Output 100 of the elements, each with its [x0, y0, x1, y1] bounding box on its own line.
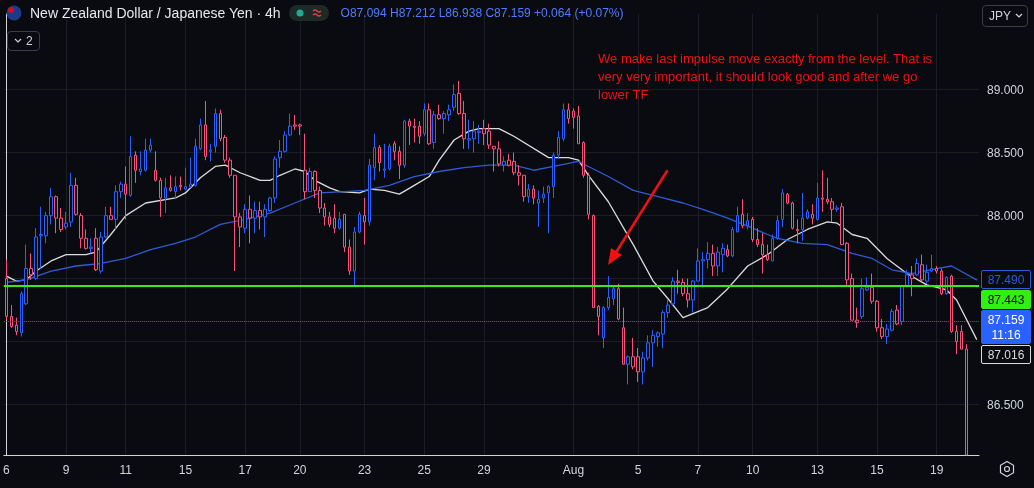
y-tick-label: 86.500	[987, 397, 1025, 412]
y-tick-label: 89.000	[987, 82, 1025, 97]
candlestick	[15, 317, 18, 336]
candlestick	[378, 144, 381, 172]
candlestick	[149, 138, 152, 154]
candlestick	[592, 213, 595, 309]
candlestick	[368, 158, 371, 227]
x-tick-label: 20	[293, 463, 307, 477]
candlestick	[209, 143, 212, 162]
candlestick	[129, 135, 132, 198]
candlestick	[761, 232, 764, 275]
x-tick-label: 7	[694, 463, 702, 477]
candlestick	[343, 213, 346, 253]
candlestick	[567, 102, 570, 125]
line-series	[5, 160, 978, 284]
chart-subtitle: O87.094 H87.212 L86.938 C87.159 +0.064 (+0.07%)	[340, 6, 624, 20]
candlestick	[766, 244, 769, 262]
candlestick	[418, 120, 421, 145]
candlestick	[373, 133, 376, 181]
candlestick	[393, 140, 396, 161]
candlestick	[154, 150, 157, 183]
annotation: We make last impulse move exactly from the level. That is very very important, it should look good and after we go lower TF	[598, 50, 934, 104]
candlestick	[184, 167, 187, 191]
candlestick	[587, 172, 590, 220]
x-tick-label: 11	[119, 463, 133, 477]
candlestick	[194, 138, 197, 188]
candlestick	[338, 211, 341, 230]
candlestick	[547, 184, 550, 234]
x-tick-label: 17	[238, 463, 253, 477]
candlestick	[139, 150, 142, 176]
candlestick	[597, 304, 600, 336]
candlestick	[552, 152, 555, 199]
candlestick	[328, 211, 331, 228]
candlestick	[5, 259, 8, 321]
x-tick-label: 29	[477, 463, 491, 477]
text: 87.490	[981, 270, 1031, 290]
candlestick	[353, 226, 356, 287]
candlestick	[562, 102, 565, 142]
y-tick-label: 88.000	[987, 208, 1025, 223]
candlestick	[577, 105, 580, 145]
candlestick	[806, 208, 809, 220]
candlestick	[204, 100, 207, 161]
candlestick	[736, 206, 739, 233]
candlestick	[333, 203, 336, 234]
candlestick	[607, 275, 610, 311]
x-tick-label: 19	[930, 463, 944, 477]
candlestick	[960, 324, 963, 350]
candlestick	[383, 143, 386, 179]
candlestick	[751, 216, 754, 243]
x-tick-label: Aug	[562, 463, 585, 477]
candlestick	[413, 118, 416, 144]
chart-title: New Zealand Dollar / Japanese Yen · 4h	[30, 5, 281, 21]
x-tick-label: 9	[62, 463, 70, 477]
x-tick-label: 15	[870, 463, 884, 477]
candlestick	[935, 265, 938, 275]
candlestick	[801, 192, 804, 242]
candlestick	[10, 304, 13, 329]
candlestick	[189, 157, 192, 189]
candlestick	[796, 218, 799, 244]
candlestick	[950, 274, 953, 334]
candlestick	[816, 182, 819, 222]
candlestick	[781, 188, 784, 228]
candlestick	[532, 184, 535, 205]
candlestick	[144, 138, 147, 172]
x-tick-label: 10	[745, 463, 760, 477]
x-tick-label: 23	[357, 463, 372, 477]
candlestick	[582, 140, 585, 179]
candlestick	[771, 234, 774, 262]
candlestick	[572, 108, 575, 130]
ref-line-label: 87.159 11:16	[981, 310, 1031, 345]
candlestick	[199, 118, 202, 151]
text: 87.016	[981, 345, 1031, 365]
line-series	[5, 128, 978, 340]
candlestick	[388, 143, 391, 171]
candlestick	[741, 198, 744, 229]
candlestick	[348, 239, 351, 276]
candlestick	[164, 177, 167, 214]
candlestick	[786, 192, 789, 205]
candlestick	[398, 145, 401, 180]
candlestick	[940, 268, 943, 296]
candlestick	[557, 130, 560, 160]
candlestick	[776, 215, 779, 241]
candlestick	[930, 254, 933, 273]
x-tick-label: 6	[2, 463, 10, 477]
candlestick	[174, 176, 177, 200]
x-tick-label: 5	[634, 463, 642, 477]
candlestick	[537, 189, 540, 228]
y-tick-label: 88.500	[987, 145, 1025, 160]
candlestick	[965, 343, 968, 456]
candlestick	[408, 118, 411, 146]
x-tick-label: 15	[178, 463, 193, 477]
candlestick	[746, 212, 749, 230]
ref-line-label: 87.443	[981, 290, 1031, 310]
candlestick	[214, 108, 217, 154]
candlestick	[617, 283, 620, 321]
candlestick	[358, 211, 361, 234]
candlestick	[791, 201, 794, 230]
x-tick-label: 25	[417, 463, 432, 477]
candlestick	[363, 197, 366, 246]
x-tick-label: 13	[810, 463, 825, 477]
